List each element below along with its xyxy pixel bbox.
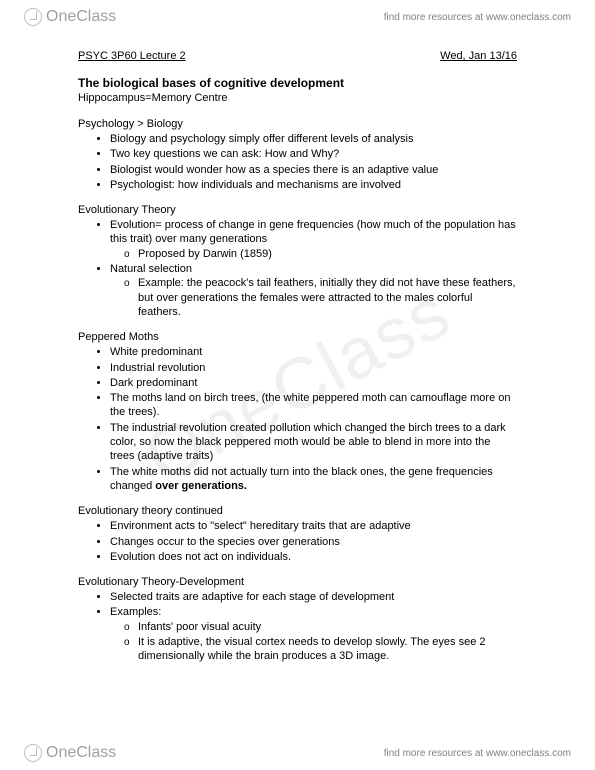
list-item-text: Evolution= process of change in gene fre… xyxy=(110,219,516,245)
list-item: Selected traits are adaptive for each st… xyxy=(110,590,517,604)
document-body: PSYC 3P60 Lecture 2 Wed, Jan 13/16 The b… xyxy=(0,0,595,716)
sub-list: Proposed by Darwin (1859) xyxy=(110,247,517,261)
list-item: Two key questions we can ask: How and Wh… xyxy=(110,147,517,161)
logo-text: OneClass xyxy=(46,8,116,26)
list-item-text: Natural selection xyxy=(110,263,192,275)
bullet-list: Evolution= process of change in gene fre… xyxy=(78,218,517,319)
list-item: Environment acts to "select" hereditary … xyxy=(110,519,517,533)
bullet-list: White predominant Industrial revolution … xyxy=(78,345,517,493)
brand-logo: OneClass xyxy=(24,744,116,762)
emphasis-text: over generations. xyxy=(155,480,247,492)
logo-icon xyxy=(24,744,42,762)
logo-text: OneClass xyxy=(46,744,116,762)
sub-list: Infants' poor visual acuity It is adapti… xyxy=(110,620,517,664)
page-title: The biological bases of cognitive develo… xyxy=(78,76,517,90)
list-item: Evolution= process of change in gene fre… xyxy=(110,218,517,261)
list-item: Examples: Infants' poor visual acuity It… xyxy=(110,605,517,663)
brand-logo: OneClass xyxy=(24,8,116,26)
sub-list: Example: the peacock's tail feathers, in… xyxy=(110,276,517,319)
list-item-text: Examples: xyxy=(110,606,161,618)
sub-item: Example: the peacock's tail feathers, in… xyxy=(138,276,517,319)
list-item: Natural selection Example: the peacock's… xyxy=(110,262,517,319)
list-item: Evolution does not act on individuals. xyxy=(110,550,517,564)
section-head: Evolutionary Theory xyxy=(78,204,517,216)
sub-item: Proposed by Darwin (1859) xyxy=(138,247,517,261)
list-item: Biologist would wonder how as a species … xyxy=(110,163,517,177)
list-item: Dark predominant xyxy=(110,376,517,390)
list-item: The white moths did not actually turn in… xyxy=(110,465,517,494)
list-item: White predominant xyxy=(110,345,517,359)
bullet-list: Environment acts to "select" hereditary … xyxy=(78,519,517,564)
section-head: Peppered Moths xyxy=(78,331,517,343)
bullet-list: Biology and psychology simply offer diff… xyxy=(78,132,517,192)
course-code: PSYC 3P60 Lecture 2 xyxy=(78,50,186,62)
list-item: Industrial revolution xyxy=(110,361,517,375)
page-footer: OneClass find more resources at www.onec… xyxy=(0,736,595,770)
list-item: Biology and psychology simply offer diff… xyxy=(110,132,517,146)
lecture-date: Wed, Jan 13/16 xyxy=(440,50,517,62)
list-item: The industrial revolution created pollut… xyxy=(110,421,517,464)
list-item: Changes occur to the species over genera… xyxy=(110,535,517,549)
sub-item: It is adaptive, the visual cortex needs … xyxy=(138,635,517,664)
list-item: Psychologist: how individuals and mechan… xyxy=(110,178,517,192)
section-head: Psychology > Biology xyxy=(78,118,517,130)
bullet-list: Selected traits are adaptive for each st… xyxy=(78,590,517,663)
page-subtitle: Hippocampus=Memory Centre xyxy=(78,92,517,104)
section-head: Evolutionary Theory-Development xyxy=(78,576,517,588)
page-header: OneClass find more resources at www.onec… xyxy=(0,0,595,34)
header-tagline: find more resources at www.oneclass.com xyxy=(384,12,571,23)
sub-item: Infants' poor visual acuity xyxy=(138,620,517,634)
footer-tagline: find more resources at www.oneclass.com xyxy=(384,748,571,759)
logo-icon xyxy=(24,8,42,26)
list-item: The moths land on birch trees, (the whit… xyxy=(110,391,517,420)
section-head: Evolutionary theory continued xyxy=(78,505,517,517)
title-row: PSYC 3P60 Lecture 2 Wed, Jan 13/16 xyxy=(78,50,517,62)
